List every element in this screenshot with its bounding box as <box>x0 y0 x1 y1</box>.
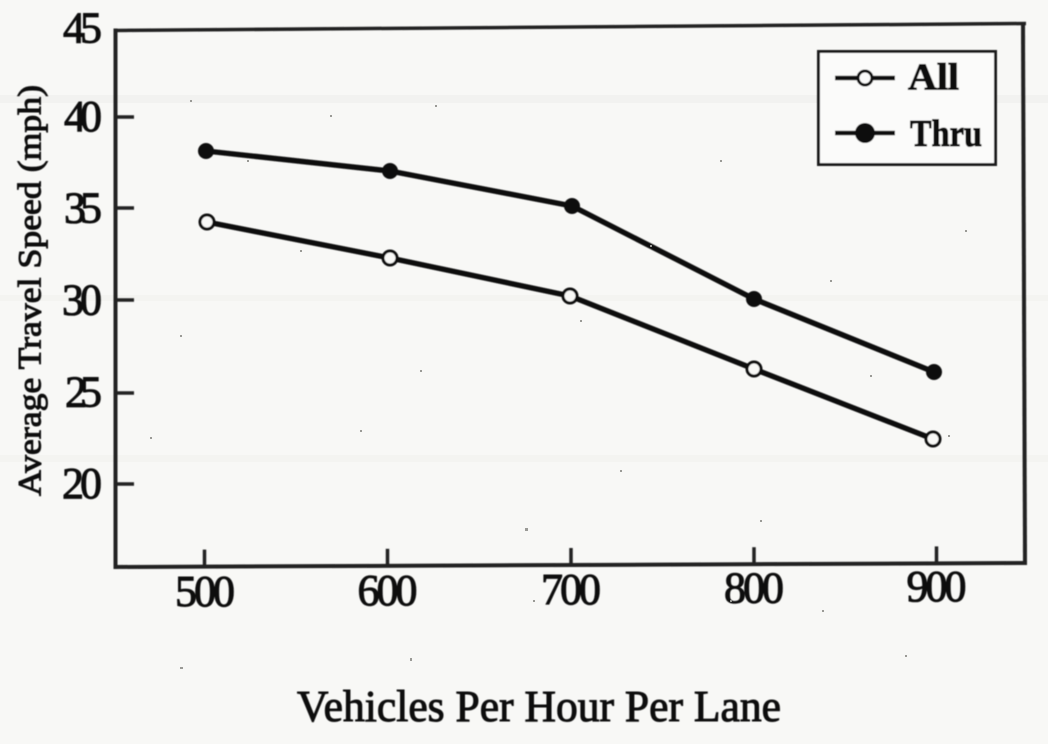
svg-text:Thru: Thru <box>910 113 982 155</box>
svg-text:45: 45 <box>63 4 102 53</box>
svg-text:Vehicles Per Hour Per Lane: Vehicles Per Hour Per Lane <box>297 682 781 731</box>
svg-text:35: 35 <box>64 184 102 233</box>
svg-text:500: 500 <box>175 567 235 616</box>
svg-text:700: 700 <box>541 565 601 614</box>
svg-text:800: 800 <box>724 564 784 613</box>
svg-text:40: 40 <box>64 92 102 141</box>
svg-text:25: 25 <box>65 368 102 417</box>
svg-text:30: 30 <box>62 276 102 325</box>
svg-text:900: 900 <box>907 562 967 611</box>
svg-text:600: 600 <box>358 566 418 615</box>
svg-text:All: All <box>908 57 959 99</box>
svg-text:20: 20 <box>62 459 102 508</box>
svg-text:Average Travel Speed (mph): Average Travel Speed (mph) <box>13 85 49 496</box>
